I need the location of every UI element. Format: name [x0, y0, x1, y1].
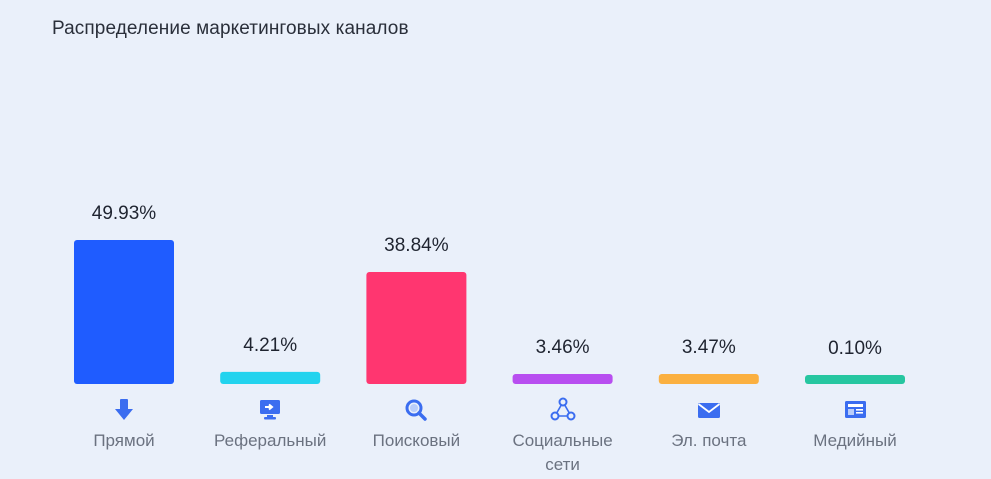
- value-label-2: 4.21%: [243, 334, 298, 356]
- magnifier-icon: [402, 396, 430, 424]
- bar-1[interactable]: [74, 240, 174, 384]
- category-label-1: Прямой: [93, 431, 155, 450]
- bar-6[interactable]: [805, 375, 905, 384]
- category-label-6: Медийный: [813, 431, 897, 450]
- arrow-down-icon: [110, 396, 138, 424]
- value-label-4: 3.46%: [535, 337, 590, 359]
- bar-4[interactable]: [512, 374, 613, 384]
- newspaper-icon: [841, 396, 869, 424]
- monitor-icon: [256, 396, 284, 424]
- value-label-3: 38.84%: [384, 234, 449, 256]
- bar-2[interactable]: [220, 371, 321, 384]
- share-network-icon: [549, 396, 577, 424]
- category-label-4: Социальные сети: [512, 431, 613, 474]
- category-label-2: Реферальный: [214, 431, 327, 450]
- bar-5[interactable]: [658, 373, 759, 384]
- category-label-3: Поисковый: [372, 431, 461, 450]
- chart-title: Распределение маркетинговых каналов: [52, 18, 409, 39]
- bar-3[interactable]: [366, 271, 467, 384]
- value-label-5: 3.47%: [681, 336, 736, 358]
- category-label-5: Эл. почта: [671, 431, 747, 450]
- value-label-6: 0.10%: [828, 338, 882, 359]
- value-label-1: 49.93%: [91, 203, 157, 224]
- envelope-icon: [695, 396, 723, 424]
